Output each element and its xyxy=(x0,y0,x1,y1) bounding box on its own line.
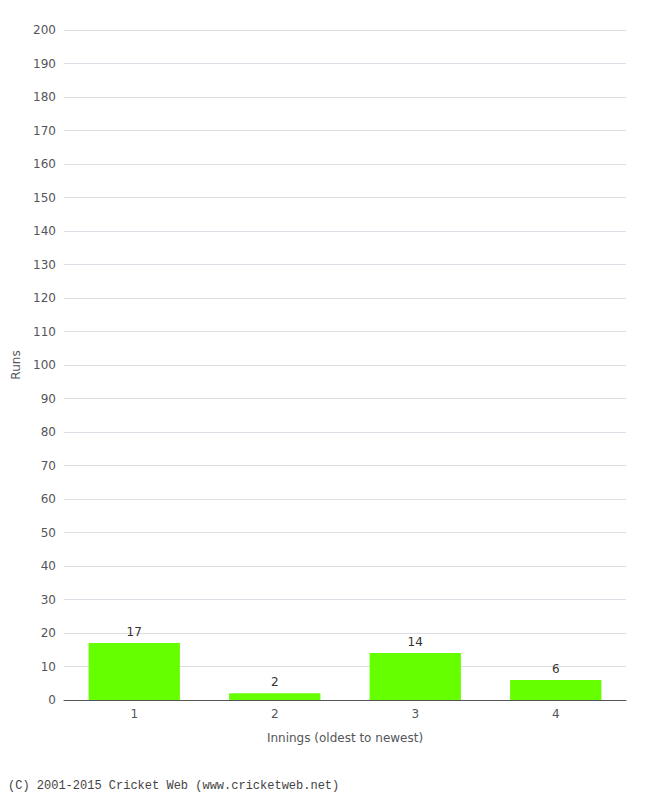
svg-text:2: 2 xyxy=(271,675,279,689)
svg-text:30: 30 xyxy=(41,593,56,607)
svg-text:100: 100 xyxy=(33,358,56,372)
svg-text:90: 90 xyxy=(41,392,56,406)
svg-text:150: 150 xyxy=(33,191,56,205)
svg-text:2: 2 xyxy=(271,707,279,721)
svg-text:190: 190 xyxy=(33,57,56,71)
svg-text:0: 0 xyxy=(48,693,56,707)
svg-text:170: 170 xyxy=(33,124,56,138)
svg-text:140: 140 xyxy=(33,224,56,238)
svg-text:110: 110 xyxy=(33,325,56,339)
svg-text:Runs: Runs xyxy=(9,350,23,379)
svg-text:10: 10 xyxy=(41,660,56,674)
svg-text:Innings (oldest to newest): Innings (oldest to newest) xyxy=(267,731,423,745)
svg-text:1: 1 xyxy=(130,707,138,721)
svg-text:(C) 2001-2015 Cricket Web (www: (C) 2001-2015 Cricket Web (www.cricketwe… xyxy=(8,779,339,793)
svg-text:70: 70 xyxy=(41,459,56,473)
svg-text:20: 20 xyxy=(41,626,56,640)
svg-text:120: 120 xyxy=(33,291,56,305)
svg-text:6: 6 xyxy=(552,662,560,676)
svg-text:4: 4 xyxy=(552,707,560,721)
svg-text:17: 17 xyxy=(127,625,142,639)
svg-text:180: 180 xyxy=(33,90,56,104)
svg-text:160: 160 xyxy=(33,157,56,171)
svg-text:14: 14 xyxy=(408,635,423,649)
svg-text:200: 200 xyxy=(33,23,56,37)
svg-text:130: 130 xyxy=(33,258,56,272)
svg-text:40: 40 xyxy=(41,559,56,573)
svg-text:60: 60 xyxy=(41,492,56,506)
svg-text:3: 3 xyxy=(411,707,419,721)
svg-text:80: 80 xyxy=(41,425,56,439)
svg-text:50: 50 xyxy=(41,526,56,540)
